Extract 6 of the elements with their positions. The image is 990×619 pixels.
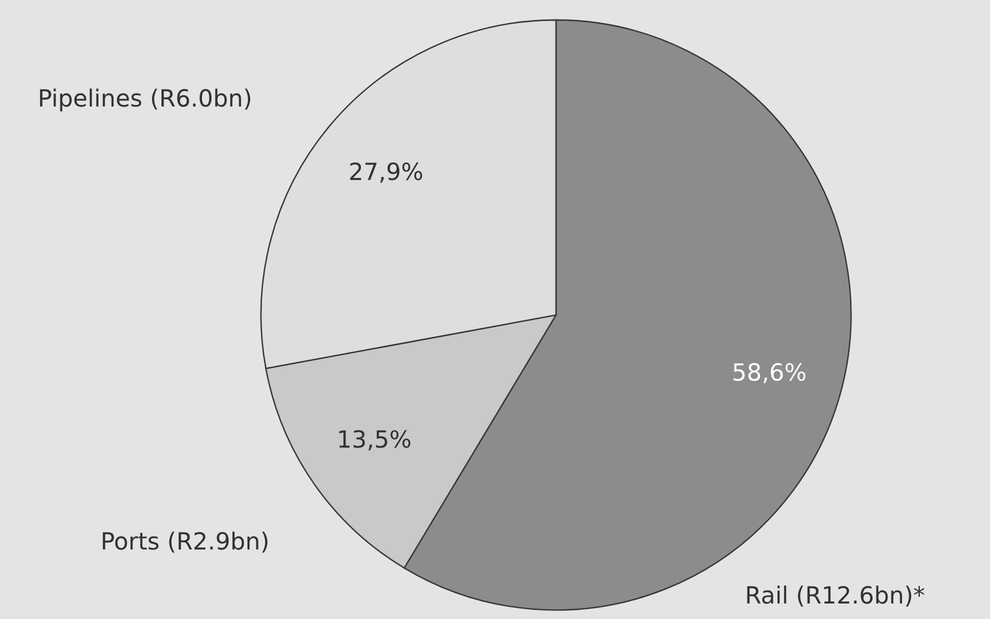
slice-label: Pipelines (R6.0bn) [40, 88, 250, 112]
data-label: 58,6% [734, 363, 806, 384]
data-label: 13,5% [339, 430, 410, 450]
data-label: 27,9% [350, 162, 422, 183]
slice-label: Ports (R2.9bn) [102, 532, 268, 553]
slice-label: Rail (R12.6bn)* [747, 586, 924, 607]
